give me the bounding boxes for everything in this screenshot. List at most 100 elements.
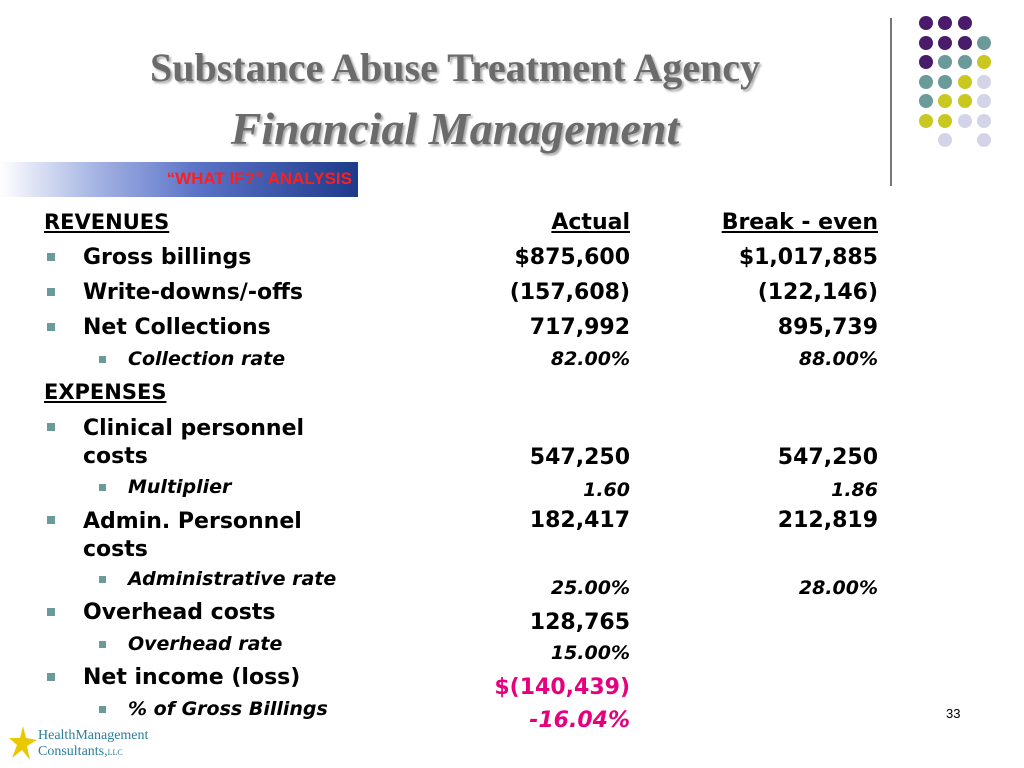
bullet-icon <box>99 576 106 583</box>
breakeven-value: $1,017,885 <box>738 245 878 270</box>
decorative-dot <box>977 35 991 50</box>
decorative-dot <box>918 113 933 128</box>
bullet-icon <box>99 356 106 363</box>
table-row: Multiplier 1.60 1.86 <box>0 476 1024 506</box>
table-row: Net income (loss) $(140,439) <box>0 665 1024 700</box>
decorative-dot <box>957 74 972 89</box>
expenses-heading: EXPENSES <box>44 380 167 404</box>
bullet-icon <box>47 288 55 296</box>
table-row: Clinical personnel costs 547,250 547,250 <box>0 415 1024 470</box>
decorative-dot <box>977 113 991 128</box>
page-number: 33 <box>946 706 961 721</box>
revenues-heading: REVENUES <box>44 210 170 234</box>
actual-value: 82.00% <box>550 348 630 370</box>
logo-suffix: LLC <box>107 748 123 757</box>
row-label: Multiplier <box>128 476 232 498</box>
table-row: Admin. Personnel costs 182,417 212,819 <box>0 508 1024 562</box>
table-row: Administrative rate 25.00% 28.00% <box>0 568 1024 599</box>
decorative-dot <box>977 74 991 89</box>
decorative-dot <box>938 94 952 108</box>
revenues-header-row: REVENUES Actual Break - even <box>0 210 1024 240</box>
decorative-dot <box>938 16 952 30</box>
actual-value: -16.04% <box>529 708 630 733</box>
row-label: Overhead costs <box>83 600 276 625</box>
row-label: Write-downs/-offs <box>83 280 303 305</box>
row-label: Net income (loss) <box>83 665 301 690</box>
decorative-dot <box>938 55 952 69</box>
slide-subtitle: Financial Management <box>230 103 680 154</box>
decorative-dot <box>957 16 972 30</box>
row-label-line1: Admin. Personnel <box>83 509 302 534</box>
bullet-icon <box>47 253 55 261</box>
actual-value: (157,608) <box>509 280 630 305</box>
decorative-dot <box>918 94 933 108</box>
actual-column-header: Actual <box>551 210 630 235</box>
bullet-icon <box>99 484 106 491</box>
banner-text: “WHAT IF?” ANALYSIS <box>166 169 352 188</box>
breakeven-value: 547,250 <box>777 445 878 470</box>
table-row: Net Collections 717,992 895,739 <box>0 315 1024 345</box>
logo-text-line2: Consultants,LLC <box>38 744 123 760</box>
decorative-dot <box>938 35 952 50</box>
table-row: Gross billings $875,600 $1,017,885 <box>0 245 1024 275</box>
slide-title: Substance Abuse Treatment Agency <box>149 45 761 90</box>
analysis-banner: “WHAT IF?” ANALYSIS <box>0 162 358 197</box>
bullet-icon <box>47 608 55 616</box>
row-label: Clinical personnel costs <box>83 415 304 471</box>
decorative-dot <box>938 133 952 147</box>
actual-value: 128,765 <box>529 610 630 635</box>
decorative-dot <box>977 94 991 108</box>
decorative-dot <box>957 94 972 108</box>
row-label-line2: costs <box>83 537 148 562</box>
breakeven-value: 88.00% <box>798 348 878 370</box>
actual-value: 182,417 <box>529 508 630 533</box>
breakeven-value: 895,739 <box>777 315 878 340</box>
row-label: Overhead rate <box>128 633 283 655</box>
decorative-dot <box>938 74 952 89</box>
row-label: % of Gross Billings <box>128 698 328 720</box>
table-row: Overhead costs 128,765 <box>0 600 1024 635</box>
row-label: Gross billings <box>83 245 252 270</box>
bullet-icon <box>47 673 55 681</box>
table-row: Collection rate 82.00% 88.00% <box>0 348 1024 378</box>
decorative-dot <box>938 113 952 128</box>
table-row: Overhead rate 15.00% <box>0 633 1024 664</box>
row-label: Administrative rate <box>128 568 337 590</box>
decorative-dot <box>977 133 991 147</box>
star-icon <box>9 726 37 760</box>
actual-value: $875,600 <box>514 245 630 270</box>
breakeven-value: 212,819 <box>777 508 878 533</box>
decorative-dot <box>977 55 991 69</box>
decorative-dot <box>957 35 972 50</box>
row-label-line1: Clinical personnel <box>83 416 305 441</box>
decorative-dot <box>918 35 933 50</box>
bullet-icon <box>47 516 55 524</box>
row-label: Net Collections <box>83 315 271 340</box>
company-logo: HealthManagement Consultants,LLC <box>8 724 198 764</box>
row-label-line2: costs <box>83 444 148 469</box>
logo-company: Consultants, <box>38 744 108 759</box>
bullet-icon <box>47 423 55 431</box>
breakeven-value: (122,146) <box>757 280 878 305</box>
breakeven-column-header: Break - even <box>721 210 878 235</box>
row-label: Admin. Personnel costs <box>83 508 302 564</box>
decorative-dot <box>918 74 933 89</box>
decorative-dot <box>957 55 972 69</box>
actual-value: 15.00% <box>550 642 630 664</box>
bullet-icon <box>47 323 55 331</box>
expenses-header-row: EXPENSES <box>0 380 1024 410</box>
bullet-icon <box>99 641 106 648</box>
decorative-dot <box>918 55 933 69</box>
actual-value: 25.00% <box>550 577 630 599</box>
actual-value: $(140,439) <box>494 675 630 700</box>
row-label: Collection rate <box>128 348 286 370</box>
breakeven-value: 1.86 <box>831 479 878 501</box>
table-row: % of Gross Billings -16.04% <box>0 698 1024 733</box>
decorative-dot <box>957 113 972 128</box>
actual-value: 1.60 <box>583 479 630 501</box>
actual-value: 717,992 <box>529 315 630 340</box>
actual-value: 547,250 <box>529 445 630 470</box>
decorative-dot <box>918 16 933 30</box>
breakeven-value: 28.00% <box>798 577 878 599</box>
divider-line <box>890 18 892 186</box>
